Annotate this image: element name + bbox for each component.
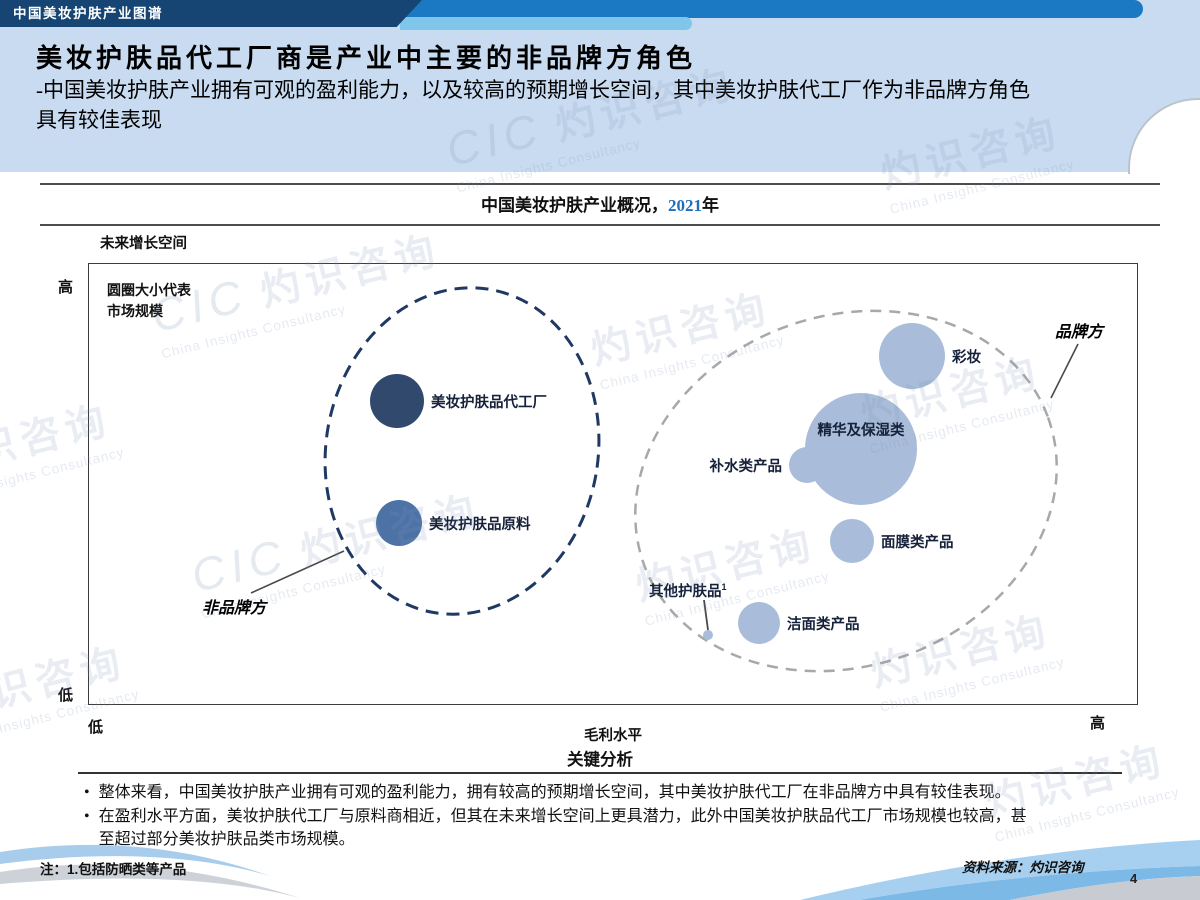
analysis-bullet-text: 在盈利水平方面，美妆护肤代工厂与原料商相近，但其在未来增长空间上更具潜力，此外中… (98, 808, 1027, 849)
x-axis-high-label: 高 (1090, 715, 1106, 732)
bubble (738, 602, 780, 644)
bubble-label: 美妆护肤品代工厂 (431, 395, 547, 411)
decor-bar-lightblue (400, 17, 692, 30)
bullet-dot: • (84, 784, 90, 801)
header-band: 中国美妆护肤产业图谱 美妆护肤品代工厂商是产业中主要的非品牌方角色 -中国美妆护… (0, 0, 1200, 174)
bubble-label: 洁面类产品 (787, 617, 860, 633)
callout-line (250, 550, 345, 594)
analysis-heading: 关键分析 (567, 750, 633, 769)
analysis-bullet: • 整体来看，中国美妆护肤产业拥有可观的盈利能力，拥有较高的预期增长空间，其中美妆… (84, 781, 1034, 804)
group-ellipses-layer (250, 286, 1079, 673)
footnote: 注：1.包括防晒类等产品 (40, 862, 187, 877)
bubble-label: 精华及保湿类 (817, 423, 905, 439)
analysis-bullet-text: 整体来看，中国美妆护肤产业拥有可观的盈利能力，拥有较高的预期增长空间，其中美妆护… (98, 784, 1011, 801)
group-label: 品牌方 (1055, 324, 1104, 341)
bubble (805, 393, 917, 505)
analysis-bullet: • 在盈利水平方面，美妆护肤代工厂与原料商相近，但其在未来增长空间上更具潜力，此外… (84, 805, 1034, 851)
bubble-label: 补水类产品 (709, 459, 783, 475)
chart-title-prefix: 中国美妆护肤产业概况， (481, 196, 668, 215)
size-legend-line1: 圆圈大小代表 (107, 282, 191, 298)
x-axis-label: 毛利水平 (584, 728, 642, 744)
y-axis-low-label: 低 (58, 687, 74, 704)
plot-area: 圆圈大小代表 市场规模 精华及保湿类 彩妆美妆护肤品代工厂 美妆护肤品原料面膜类产品… (88, 263, 1138, 705)
x-axis-low-label: 低 (88, 719, 104, 736)
size-legend: 圆圈大小代表 市场规模 (107, 280, 191, 322)
group-label: 非品牌方 (202, 600, 267, 617)
bubble-label: 其他护肤品1 (649, 582, 727, 600)
callout-line (1050, 343, 1079, 399)
bubble (830, 519, 874, 563)
chart-title: 中国美妆护肤产业概况，2021年 (40, 183, 1160, 226)
slide-title: 美妆护肤品代工厂商是产业中主要的非品牌方角色 (36, 44, 697, 73)
bubble (703, 630, 713, 640)
slide-subtitle: -中国美妆护肤产业拥有可观的盈利能力，以及较高的预期增长空间，其中美妆护肤代工厂… (36, 78, 1030, 132)
y-axis-high-label: 高 (58, 279, 74, 296)
group-ellipse (323, 286, 601, 616)
analysis-divider (78, 772, 1122, 774)
chart-title-year: 2021 (668, 196, 702, 215)
size-legend-line2: 市场规模 (107, 303, 163, 319)
bubble (879, 323, 945, 389)
decor-bar-blue (395, 0, 1143, 18)
decor-corner-swoosh (1128, 98, 1200, 174)
top-bar: 中国美妆护肤产业图谱 (0, 0, 422, 27)
bubble (376, 500, 422, 546)
bubble-label: 美妆护肤品原料 (429, 517, 531, 533)
bubble-label: 面膜类产品 (881, 535, 954, 551)
page-number: 4 (1130, 871, 1138, 886)
bubble (370, 374, 424, 428)
group-ellipse (634, 309, 1058, 673)
y-axis-label: 未来增长空间 (100, 236, 187, 252)
callout-line (703, 599, 709, 631)
source-text: 资料来源：灼识咨询 (962, 860, 1084, 875)
top-bar-title: 中国美妆护肤产业图谱 (13, 6, 163, 21)
bubble (789, 447, 825, 483)
bubble-label: 彩妆 (952, 350, 981, 366)
analysis-bullets: • 整体来看，中国美妆护肤产业拥有可观的盈利能力，拥有较高的预期增长空间，其中美妆… (84, 781, 1034, 853)
chart-title-suffix: 年 (702, 196, 719, 215)
bullet-dot: • (84, 808, 90, 826)
